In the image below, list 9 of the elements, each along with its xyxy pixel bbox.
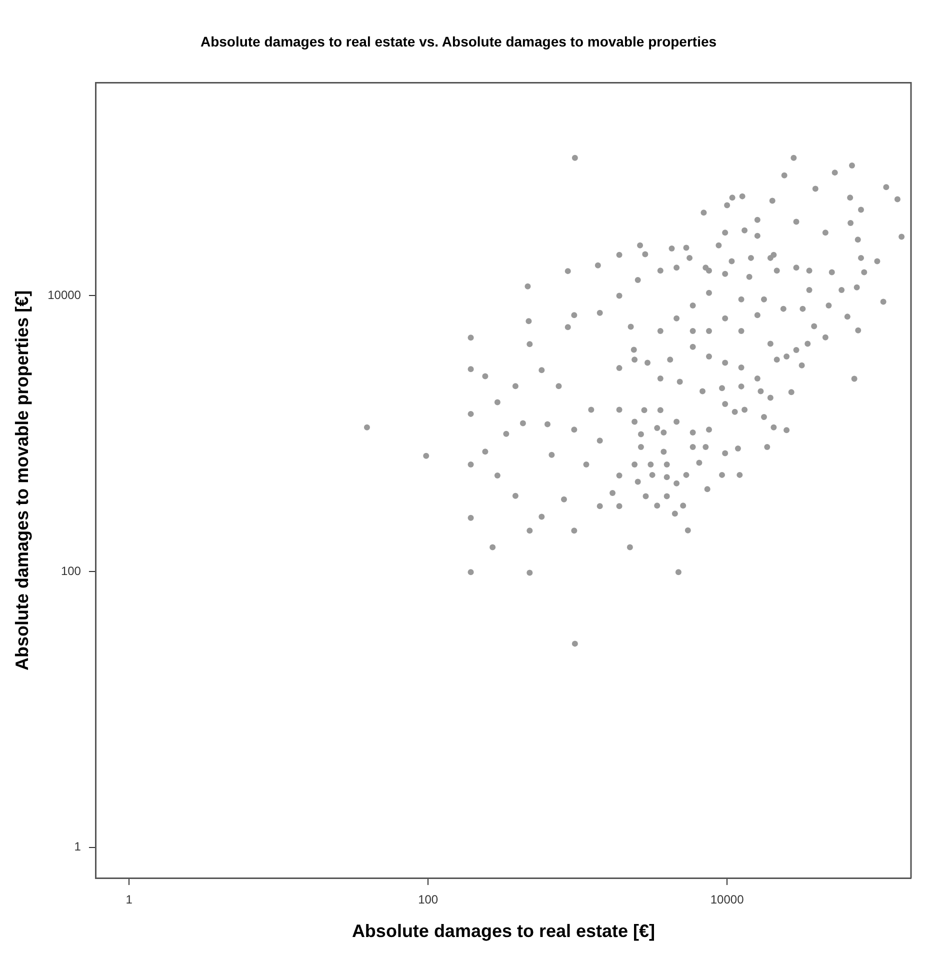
- x-axis-title: Absolute damages to real estate [€]: [352, 921, 656, 942]
- y-axis-title: Absolute damages to movable properties [€]: [12, 290, 32, 670]
- y-tick-label: 100: [60, 564, 82, 578]
- x-tick-label: 10000: [710, 892, 744, 907]
- x-tick-label: 100: [418, 892, 438, 907]
- y-tick-label: 10000: [48, 288, 82, 302]
- x-tick-label: 1: [126, 892, 133, 907]
- chart-title: Absolute damages to real estate vs. Absolute damages to movable properties: [200, 33, 717, 50]
- y-tick-label: 1: [74, 840, 82, 854]
